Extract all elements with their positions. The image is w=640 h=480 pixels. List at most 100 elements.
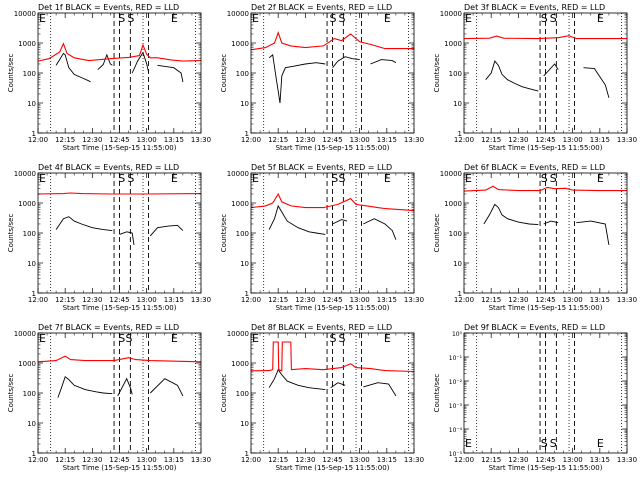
y-tick-label: 100 [449, 70, 462, 78]
marker-s: S [550, 172, 557, 185]
y-axis-label: Counts/sec [433, 54, 441, 93]
y-axis-label: Counts/sec [220, 374, 228, 413]
y-tick-label: 100 [449, 230, 462, 238]
x-tick-label: 12:30 [295, 456, 315, 464]
x-axis-label: Start Time (15-Sep-15 11:55:00) [276, 144, 390, 152]
lld-series-line [250, 341, 415, 373]
x-tick-label: 13:15 [377, 296, 397, 304]
x-tick-label: 13:30 [404, 456, 424, 464]
events-series-line [268, 204, 326, 235]
y-tick-label: 1000 [18, 200, 36, 208]
events-series-line [583, 67, 610, 98]
x-axis-label: Start Time (15-Sep-15 11:55:00) [63, 144, 177, 152]
marker-s: S [331, 172, 338, 185]
chart-title: Det 6f BLACK = Events, RED = LLD [464, 163, 605, 172]
events-series-line [330, 382, 346, 389]
marker-e: E [39, 332, 46, 345]
events-series-line [119, 231, 135, 245]
y-tick-label: 10 [240, 420, 249, 428]
marker-s: S [127, 12, 134, 25]
y-tick-label: 10⁻⁴ [449, 427, 463, 434]
marker-e: E [465, 12, 472, 25]
y-tick-label: 1000 [18, 40, 36, 48]
marker-s: S [339, 12, 346, 25]
x-tick-label: 12:15 [481, 136, 501, 144]
y-axis-label: Counts/sec [433, 214, 441, 253]
x-tick-label: 13:30 [617, 456, 637, 464]
x-tick-label: 13:00 [563, 456, 583, 464]
y-tick-label: 1000 [444, 200, 462, 208]
marker-e: E [465, 172, 472, 185]
chart-title: Det 1f BLACK = Events, RED = LLD [38, 3, 179, 12]
marker-s: S [339, 332, 346, 345]
x-tick-label: 12:00 [454, 296, 474, 304]
x-tick-label: 12:15 [55, 456, 75, 464]
y-tick-label: 1 [458, 290, 462, 298]
y-tick-label: 1 [32, 290, 36, 298]
marker-e: E [597, 172, 604, 185]
x-tick-label: 13:15 [590, 456, 610, 464]
events-series-line [363, 382, 397, 397]
y-tick-label: 10⁻² [449, 379, 463, 386]
y-tick-label: 1 [458, 130, 462, 138]
events-series-line [576, 220, 610, 245]
y-tick-label: 100 [23, 390, 36, 398]
chart-title: Det 5f BLACK = Events, RED = LLD [251, 163, 392, 172]
y-tick-label: 10000 [14, 10, 36, 18]
x-tick-label: 12:30 [508, 296, 528, 304]
events-series-line [543, 220, 559, 225]
y-tick-label: 100 [236, 390, 249, 398]
x-tick-label: 12:45 [109, 456, 129, 464]
events-series-line [97, 53, 113, 70]
y-axis-label: Counts/sec [220, 54, 228, 93]
y-tick-label: 10 [453, 260, 462, 268]
marker-s: S [127, 172, 134, 185]
x-tick-label: 13:00 [350, 136, 370, 144]
chart-title: Det 8f BLACK = Events, RED = LLD [251, 323, 392, 332]
y-axis-label: Counts/sec [220, 214, 228, 253]
y-tick-label: 1 [245, 290, 249, 298]
y-tick-label: 10⁻³ [449, 403, 463, 410]
marker-e: E [597, 12, 604, 25]
x-tick-label: 13:15 [377, 136, 397, 144]
y-tick-label: 10 [240, 260, 249, 268]
events-series-line [268, 368, 326, 391]
y-tick-label: 1000 [18, 360, 36, 368]
y-tick-label: 10000 [14, 330, 36, 338]
y-axis-label: Counts/sec [7, 54, 15, 93]
x-tick-label: 13:00 [563, 136, 583, 144]
y-tick-label: 10 [27, 260, 36, 268]
x-tick-label: 12:00 [241, 296, 261, 304]
x-tick-label: 12:30 [508, 456, 528, 464]
x-tick-label: 13:15 [164, 296, 184, 304]
events-series-line [268, 54, 326, 104]
x-tick-label: 12:45 [535, 456, 555, 464]
marker-s: S [541, 12, 548, 25]
marker-e: E [252, 332, 259, 345]
marker-s: S [550, 437, 557, 450]
x-axis-label: Start Time (15-Sep-15 11:55:00) [276, 464, 390, 472]
x-axis-label: Start Time (15-Sep-15 11:55:00) [63, 464, 177, 472]
y-tick-label: 100 [236, 230, 249, 238]
y-tick-label: 1 [32, 450, 36, 458]
lld-series-line [250, 31, 414, 51]
x-tick-label: 12:30 [82, 136, 102, 144]
x-tick-label: 13:00 [350, 296, 370, 304]
y-tick-label: 10⁻¹ [449, 355, 463, 362]
events-series-line [55, 216, 113, 232]
lld-series-line [37, 192, 202, 195]
events-series-line [117, 377, 133, 397]
x-tick-label: 12:00 [28, 296, 48, 304]
lld-series-line [463, 35, 627, 40]
marker-s: S [118, 12, 125, 25]
y-tick-label: 10⁻⁵ [449, 451, 463, 458]
x-tick-label: 13:15 [377, 456, 397, 464]
x-tick-label: 12:30 [508, 136, 528, 144]
